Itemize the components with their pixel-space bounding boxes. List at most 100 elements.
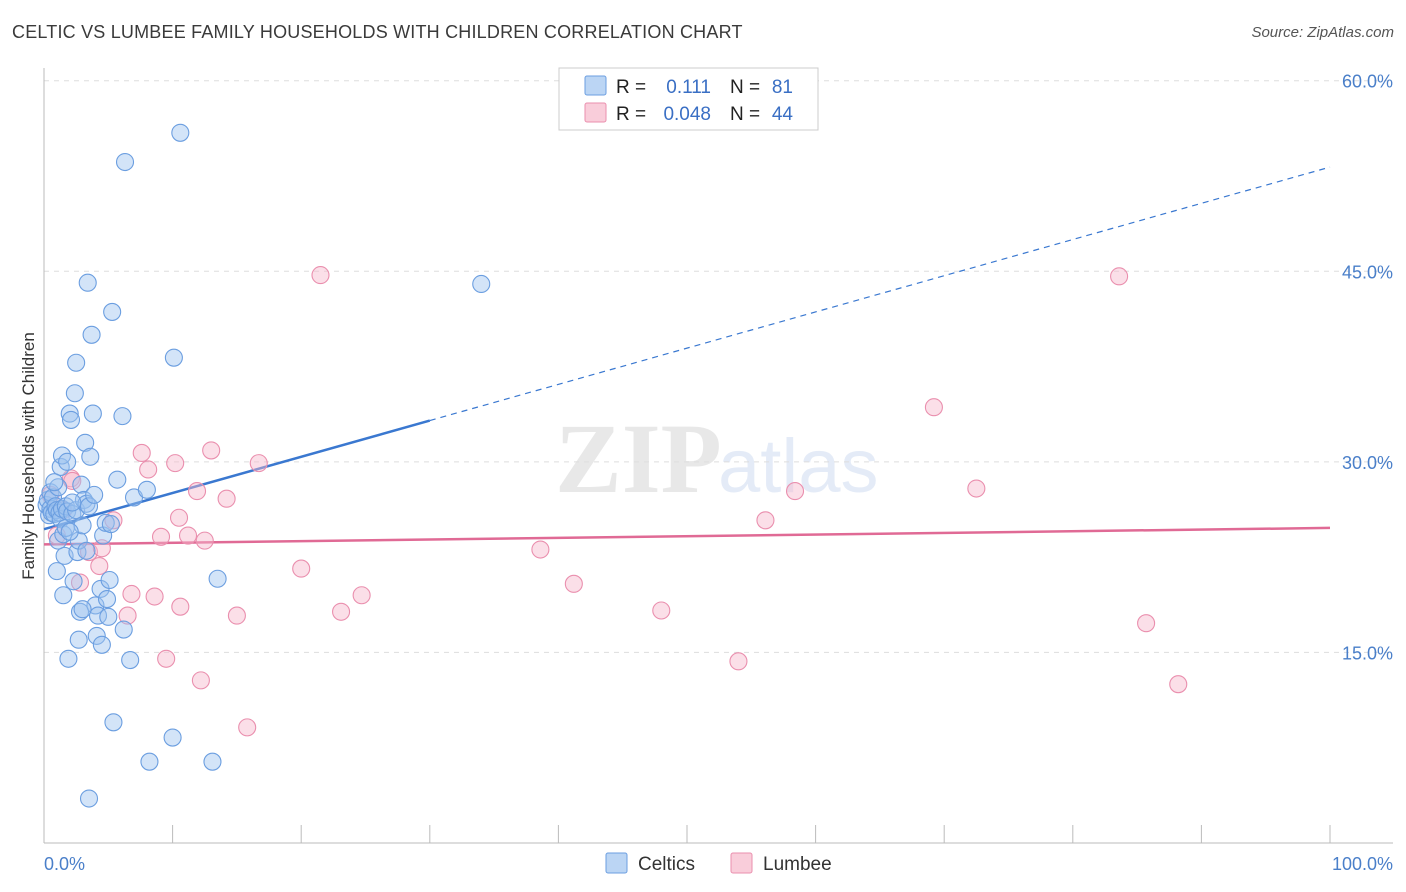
- x-axis-ticks: [172, 825, 1331, 843]
- point-celtics-37: [76, 433, 95, 452]
- point-celtics-71: [472, 274, 491, 294]
- legend-r-label-celtics: R =: [616, 77, 646, 98]
- point-celtics-47: [87, 626, 106, 645]
- point-lumbee-16: [157, 649, 176, 668]
- y-tick-label-15: 15.0%: [1342, 643, 1393, 663]
- point-celtics-39: [78, 273, 97, 292]
- point-celtics-55: [101, 515, 120, 534]
- trend-line-lumbee: [43, 526, 1331, 546]
- point-celtics-40: [79, 497, 99, 516]
- point-lumbee-19: [171, 597, 190, 616]
- point-celtics-74: [45, 473, 64, 492]
- point-lumbee-13: [139, 460, 158, 479]
- point-lumbee-35: [652, 601, 671, 620]
- point-lumbee-36: [729, 652, 748, 671]
- x-tick-label-100: 100.0%: [1332, 854, 1393, 874]
- point-lumbee-30: [311, 266, 330, 285]
- data-points: [37, 123, 1188, 808]
- point-celtics-32: [69, 630, 88, 649]
- point-celtics-21: [58, 502, 77, 521]
- point-celtics-52: [97, 590, 117, 609]
- point-lumbee-5: [70, 573, 90, 592]
- point-lumbee-29: [292, 559, 311, 578]
- point-lumbee-23: [195, 531, 214, 550]
- trend-line-celtics: [43, 419, 431, 531]
- point-lumbee-43: [1169, 675, 1188, 694]
- point-lumbee-37: [756, 511, 775, 530]
- point-celtics-33: [70, 602, 90, 621]
- y-axis-tick-labels: 15.0% 30.0% 45.0% 60.0%: [1342, 72, 1393, 664]
- legend-r-value-lumbee: 0.048: [663, 104, 711, 125]
- svg-text:atlas: atlas: [718, 424, 879, 509]
- point-lumbee-14: [145, 587, 164, 606]
- point-celtics-80: [77, 541, 96, 560]
- point-lumbee-26: [227, 606, 246, 625]
- legend-swatch-celtics: [584, 75, 607, 96]
- trend-line-celtics-extension: [429, 166, 1331, 422]
- watermark: ZIP atlas: [555, 403, 879, 514]
- y-axis-label: Family Households with Children: [19, 332, 38, 580]
- point-celtics-54: [100, 570, 119, 590]
- point-celtics-73: [60, 522, 79, 541]
- x-tick-label-0: 0.0%: [44, 854, 85, 874]
- point-celtics-72: [54, 586, 73, 605]
- correlation-legend: R = 0.111 N = 81 R = 0.048 N = 44: [558, 67, 819, 131]
- point-celtics-61: [115, 152, 135, 172]
- point-celtics-58: [108, 470, 127, 489]
- point-lumbee-42: [1137, 614, 1156, 633]
- point-celtics-44: [83, 404, 102, 423]
- legend-n-label-celtics: N =: [730, 77, 760, 98]
- point-celtics-22: [59, 649, 78, 668]
- legend-swatch-lumbee: [584, 102, 607, 123]
- chart-title: CELTIC VS LUMBEE FAMILY HOUSEHOLDS WITH …: [12, 22, 743, 42]
- point-lumbee-20: [178, 526, 198, 545]
- legend-n-value-celtics: 81: [772, 77, 793, 98]
- point-lumbee-12: [132, 443, 151, 463]
- point-lumbee-31: [332, 602, 351, 621]
- point-celtics-41: [79, 789, 99, 808]
- legend-r-label-lumbee: R =: [616, 104, 646, 125]
- point-celtics-42: [81, 447, 100, 466]
- point-lumbee-39: [924, 398, 943, 417]
- point-lumbee-38: [785, 482, 805, 501]
- point-lumbee-25: [217, 489, 236, 508]
- series-legend-swatch-lumbee: [730, 852, 753, 874]
- point-celtics-78: [58, 452, 77, 471]
- point-celtics-65: [140, 752, 159, 771]
- series-legend-label-celtics: Celtics: [638, 854, 695, 875]
- point-celtics-24: [61, 410, 81, 429]
- svg-text:ZIP: ZIP: [555, 403, 722, 514]
- source-credit: Source: ZipAtlas.com: [1251, 24, 1394, 41]
- point-lumbee-27: [238, 718, 257, 737]
- point-lumbee-32: [352, 586, 371, 605]
- point-celtics-70: [208, 569, 227, 588]
- point-celtics-27: [65, 384, 84, 403]
- point-celtics-64: [137, 480, 156, 499]
- point-celtics-23: [60, 404, 79, 423]
- point-celtics-77: [92, 635, 111, 654]
- point-celtics-43: [82, 325, 101, 344]
- point-lumbee-22: [191, 671, 210, 690]
- point-lumbee-10: [118, 606, 137, 625]
- point-lumbee-28: [249, 454, 268, 473]
- point-celtics-28: [67, 353, 86, 372]
- point-lumbee-7: [90, 556, 109, 576]
- y-tick-label-45: 45.0%: [1342, 262, 1393, 282]
- point-lumbee-18: [169, 508, 189, 527]
- point-celtics-57: [104, 713, 123, 732]
- legend-n-value-lumbee: 44: [772, 104, 794, 125]
- point-lumbee-24: [202, 441, 221, 460]
- point-celtics-56: [103, 302, 122, 321]
- point-lumbee-34: [564, 574, 583, 593]
- point-celtics-30: [68, 543, 87, 562]
- point-lumbee-15: [151, 527, 171, 546]
- point-celtics-60: [114, 620, 133, 639]
- y-tick-label-30: 30.0%: [1342, 453, 1393, 473]
- point-celtics-75: [47, 562, 66, 581]
- series-legend-label-lumbee: Lumbee: [763, 854, 832, 875]
- point-celtics-68: [171, 123, 190, 142]
- y-tick-label-60: 60.0%: [1342, 72, 1393, 92]
- point-celtics-34: [72, 475, 91, 494]
- point-lumbee-33: [531, 540, 550, 559]
